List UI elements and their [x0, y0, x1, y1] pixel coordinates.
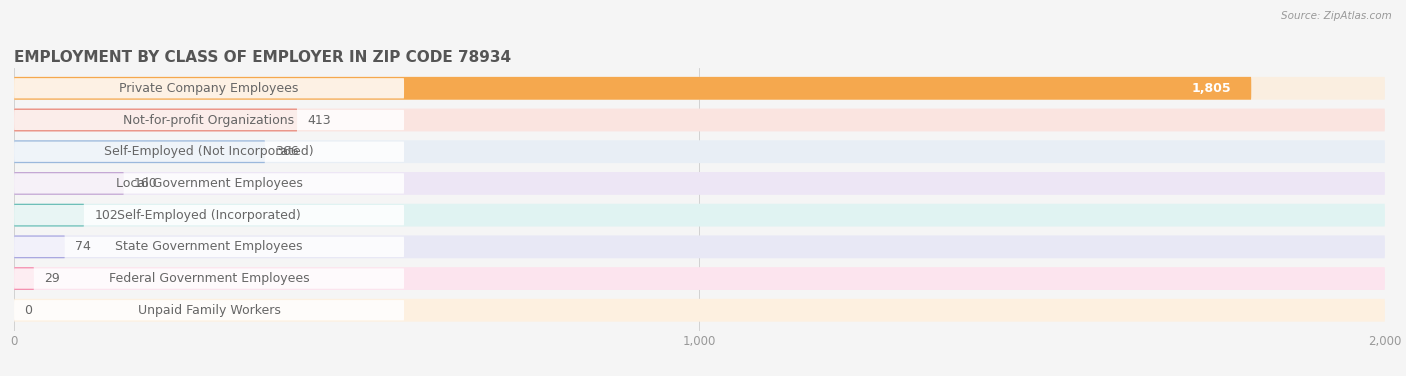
FancyBboxPatch shape	[14, 235, 1385, 258]
Text: 1,805: 1,805	[1191, 82, 1230, 95]
Text: Self-Employed (Incorporated): Self-Employed (Incorporated)	[117, 209, 301, 221]
FancyBboxPatch shape	[14, 204, 84, 227]
Text: 102: 102	[94, 209, 118, 221]
Text: Unpaid Family Workers: Unpaid Family Workers	[138, 304, 281, 317]
FancyBboxPatch shape	[14, 77, 1251, 100]
FancyBboxPatch shape	[14, 205, 404, 225]
FancyBboxPatch shape	[14, 300, 404, 320]
FancyBboxPatch shape	[14, 173, 404, 194]
FancyBboxPatch shape	[14, 172, 124, 195]
FancyBboxPatch shape	[14, 235, 65, 258]
FancyBboxPatch shape	[14, 299, 1385, 322]
Text: 160: 160	[134, 177, 157, 190]
Text: Source: ZipAtlas.com: Source: ZipAtlas.com	[1281, 11, 1392, 21]
FancyBboxPatch shape	[14, 172, 1385, 195]
FancyBboxPatch shape	[14, 237, 404, 257]
FancyBboxPatch shape	[14, 267, 1385, 290]
FancyBboxPatch shape	[14, 110, 404, 130]
FancyBboxPatch shape	[14, 268, 404, 289]
FancyBboxPatch shape	[14, 77, 1385, 100]
FancyBboxPatch shape	[14, 142, 404, 162]
FancyBboxPatch shape	[14, 109, 297, 132]
Text: Self-Employed (Not Incorporated): Self-Employed (Not Incorporated)	[104, 145, 314, 158]
FancyBboxPatch shape	[14, 267, 34, 290]
Text: State Government Employees: State Government Employees	[115, 240, 302, 253]
FancyBboxPatch shape	[14, 204, 1385, 227]
Text: Local Government Employees: Local Government Employees	[115, 177, 302, 190]
FancyBboxPatch shape	[14, 140, 1385, 163]
Text: 366: 366	[276, 145, 299, 158]
Text: 0: 0	[24, 304, 32, 317]
FancyBboxPatch shape	[14, 109, 1385, 132]
FancyBboxPatch shape	[14, 78, 404, 99]
Text: 413: 413	[308, 114, 330, 126]
Text: 29: 29	[44, 272, 60, 285]
Text: EMPLOYMENT BY CLASS OF EMPLOYER IN ZIP CODE 78934: EMPLOYMENT BY CLASS OF EMPLOYER IN ZIP C…	[14, 50, 512, 65]
FancyBboxPatch shape	[14, 140, 264, 163]
Text: Not-for-profit Organizations: Not-for-profit Organizations	[124, 114, 295, 126]
Text: Federal Government Employees: Federal Government Employees	[108, 272, 309, 285]
Text: Private Company Employees: Private Company Employees	[120, 82, 298, 95]
Text: 74: 74	[75, 240, 91, 253]
